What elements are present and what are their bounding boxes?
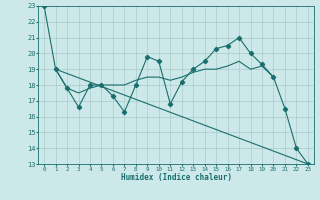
X-axis label: Humidex (Indice chaleur): Humidex (Indice chaleur) [121, 173, 231, 182]
